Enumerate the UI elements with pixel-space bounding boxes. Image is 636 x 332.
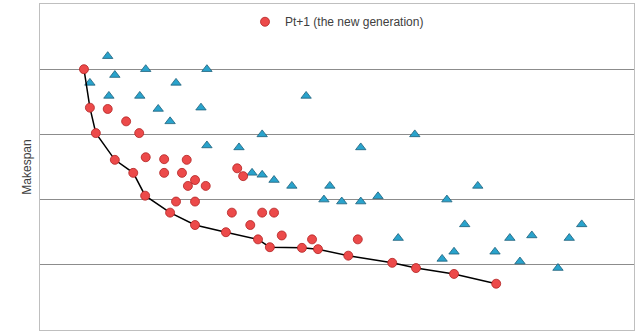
svg-text:Pt+1 (the new generation): Pt+1 (the new generation) <box>285 15 423 29</box>
svg-text:Makespan: Makespan <box>20 139 34 194</box>
